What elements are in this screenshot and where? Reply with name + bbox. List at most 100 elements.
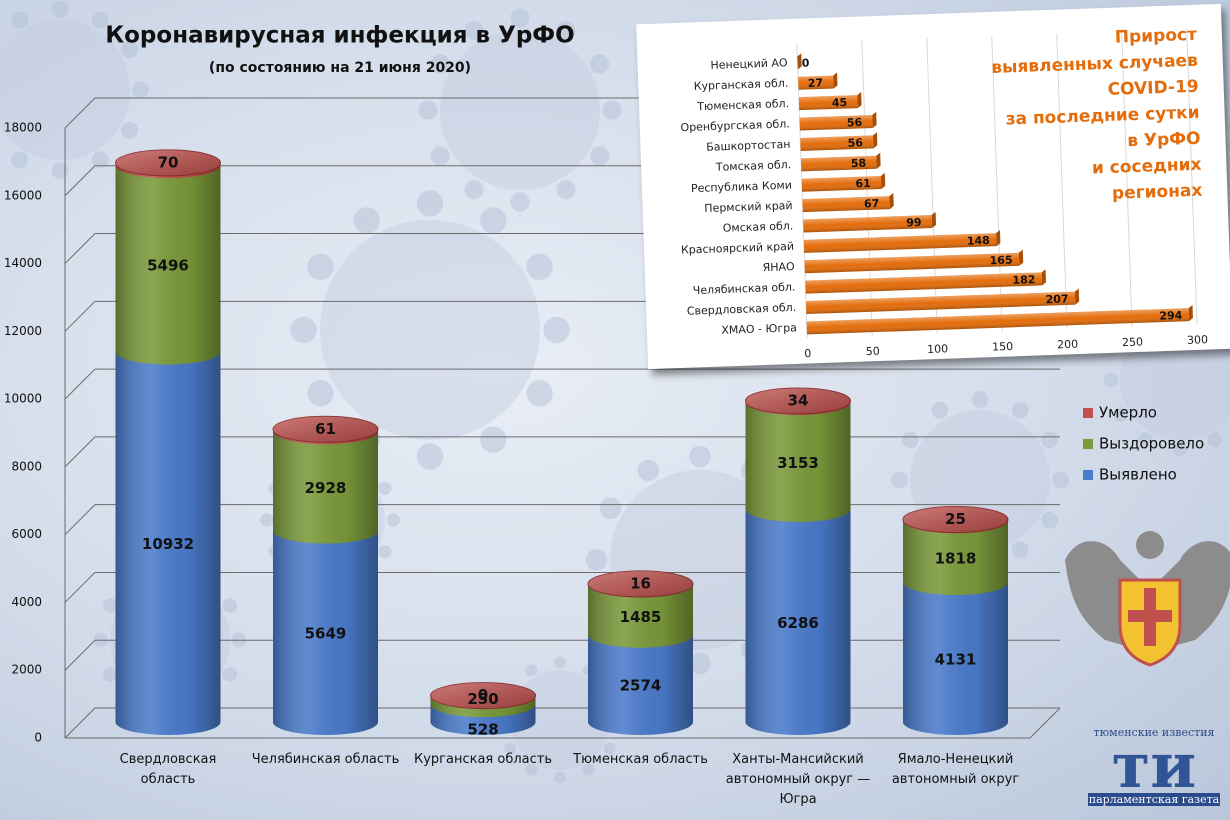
grid-line	[64, 639, 1060, 671]
virus-spike	[590, 146, 610, 166]
value-label: 294	[1159, 309, 1183, 323]
y-tick-label: 16000	[4, 188, 42, 202]
y-tick-label: Республика Коми	[691, 179, 792, 196]
y-tick-label: ХМАО - Югра	[721, 321, 797, 337]
legend-label: Умерло	[1099, 404, 1157, 422]
virus-spike	[590, 54, 610, 74]
chart-title: COVID-19	[1107, 77, 1199, 100]
value-label: 16	[630, 574, 651, 592]
y-tick-label: Ненецкий АО	[710, 56, 788, 72]
grid-line	[64, 707, 1060, 739]
virus-spike	[416, 443, 444, 470]
bar-shading	[800, 135, 874, 151]
virus-spike	[378, 481, 392, 495]
y-tick-label: Свердловская обл.	[687, 301, 797, 318]
bar-side	[1188, 304, 1193, 322]
y-tick-label: Курганская обл.	[694, 77, 789, 93]
bar-shading	[801, 175, 882, 192]
virus-spike	[585, 549, 608, 571]
value-label: 0	[478, 686, 488, 704]
bar-side	[857, 92, 862, 109]
value-label: 3153	[777, 454, 819, 472]
virus-spike	[1011, 541, 1029, 559]
virus-spike	[91, 11, 109, 29]
y-tick-label: 10000	[4, 392, 42, 406]
x-tick-label: 0	[804, 347, 811, 360]
virus-spike	[103, 598, 118, 613]
inset-chart-panel: 0 50 100 150 200 250 300 Ненецкий АО 0 Курганская…	[636, 3, 1230, 370]
chart-title: Коронавирусная инфекция в УрФО	[105, 23, 574, 49]
value-label: 5649	[305, 625, 347, 643]
virus-spike	[556, 180, 576, 200]
value-label: 182	[1012, 273, 1035, 287]
virus-spike	[504, 742, 517, 755]
virus-spike	[1103, 372, 1119, 388]
value-label: 99	[906, 216, 922, 230]
x-tick-label: Ямало-Ненецкий автономный округ	[891, 752, 1020, 787]
bar-side	[876, 152, 881, 169]
value-label: 10932	[142, 535, 194, 553]
virus-spike	[480, 426, 507, 453]
logo: тюменские известия ти парламентская газе…	[1088, 726, 1220, 806]
virus-spike	[307, 380, 334, 407]
chart-title: регионах	[1112, 181, 1203, 204]
y-tick-label: Омская обл.	[723, 219, 794, 234]
bar-shading	[799, 115, 873, 131]
grid-line	[64, 436, 1060, 468]
y-tick-label: Томская обл.	[715, 158, 792, 174]
value-label: 61	[315, 420, 336, 438]
bar-shading	[803, 233, 997, 253]
bar-side	[1074, 288, 1080, 305]
virus-spike	[222, 598, 237, 613]
value-label: 0	[802, 56, 810, 69]
virus-spike	[1207, 432, 1222, 447]
bar-shading	[798, 75, 834, 90]
virus-spike	[416, 190, 444, 217]
virus-spike	[121, 121, 139, 139]
x-tick-label: Тюменская область	[573, 752, 708, 767]
chart-title: и соседних	[1092, 155, 1202, 179]
virus-spike	[510, 8, 530, 28]
cylinder-top-shading	[588, 570, 693, 597]
virus-spike	[901, 431, 919, 449]
virus-spike	[378, 545, 392, 559]
bar-side	[880, 172, 886, 189]
value-label: 27	[808, 76, 824, 90]
bar-side	[1018, 249, 1024, 266]
legend-label: Выявлено	[1099, 466, 1177, 484]
y-tick-label: 14000	[4, 256, 42, 270]
logo-bottom: парламентская газета	[1088, 793, 1220, 806]
grid-line	[64, 504, 1060, 536]
virus-spike	[582, 763, 595, 776]
x-tick-label: 300	[1187, 333, 1208, 347]
virus-spike	[637, 459, 660, 482]
legend-swatch	[1083, 470, 1093, 480]
virus-spike	[1052, 471, 1069, 489]
legend-swatch	[1083, 408, 1093, 418]
y-tick-label: 18000	[4, 121, 42, 135]
value-label: 528	[467, 721, 498, 739]
chart-title: выявленных случаев	[991, 51, 1198, 78]
cylinder-shading	[115, 152, 221, 365]
y-tick-label: ЯНАО	[762, 260, 795, 274]
virus-spike	[525, 763, 538, 776]
virus-spike	[556, 20, 576, 40]
y-tick-label: 6000	[11, 527, 42, 541]
value-label: 4131	[935, 650, 977, 668]
virus-spike	[1113, 407, 1128, 422]
y-tick-label: Тюменская обл.	[696, 97, 789, 113]
virus-spike	[891, 471, 908, 489]
y-tick-label: Красноярский край	[681, 240, 794, 257]
grid-line	[1121, 31, 1133, 327]
virus-decoration	[0, 20, 130, 160]
bar-side	[931, 211, 937, 229]
inset-chart: 0 50 100 150 200 250 300 Ненецкий АО 0 Курганская…	[680, 25, 1208, 360]
virus-spike	[480, 207, 507, 234]
value-label: 61	[855, 177, 871, 191]
value-label: 6286	[777, 614, 819, 632]
cylinder-shading	[745, 389, 851, 522]
value-label: 207	[1045, 292, 1068, 306]
virus-spike	[554, 771, 566, 784]
